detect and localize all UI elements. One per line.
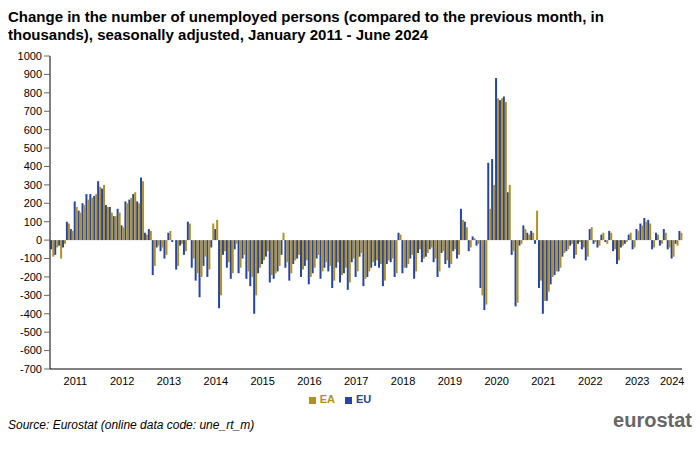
svg-text:900: 900 xyxy=(24,68,42,80)
html-text:EA: EA xyxy=(319,393,335,405)
svg-text:700: 700 xyxy=(24,105,42,117)
svg-text:2022: 2022 xyxy=(578,375,602,387)
svg-text:600: 600 xyxy=(24,124,42,136)
svg-text:2016: 2016 xyxy=(297,375,321,387)
svg-text:2015: 2015 xyxy=(250,375,274,387)
svg-text:2020: 2020 xyxy=(484,375,508,387)
html-text:eurostat: eurostat xyxy=(613,409,692,431)
svg-text:800: 800 xyxy=(24,87,42,99)
svg-text:0: 0 xyxy=(36,234,42,246)
svg-text:1000: 1000 xyxy=(18,50,42,62)
svg-text:200: 200 xyxy=(24,197,42,209)
svg-text:-300: -300 xyxy=(20,289,42,301)
svg-text:2019: 2019 xyxy=(438,375,462,387)
svg-text:300: 300 xyxy=(24,179,42,191)
svg-text:2018: 2018 xyxy=(391,375,415,387)
svg-text:500: 500 xyxy=(24,142,42,154)
svg-text:2011: 2011 xyxy=(64,375,88,387)
svg-text:2021: 2021 xyxy=(531,375,555,387)
html-text:Source: Eurostat (online data: Source: Eurostat (online data code: une_… xyxy=(8,418,255,432)
svg-text:-200: -200 xyxy=(20,271,42,283)
svg-text:2024: 2024 xyxy=(660,375,684,387)
svg-text:-500: -500 xyxy=(20,326,42,338)
svg-text:-100: -100 xyxy=(20,252,42,264)
svg-text:2017: 2017 xyxy=(344,375,368,387)
svg-text:400: 400 xyxy=(24,160,42,172)
svg-text:100: 100 xyxy=(24,216,42,228)
svg-text:2013: 2013 xyxy=(157,375,181,387)
html-text:Change in the number of unempl: Change in the number of unemployed perso… xyxy=(8,8,604,43)
svg-text:2023: 2023 xyxy=(625,375,649,387)
svg-text:-600: -600 xyxy=(20,344,42,356)
svg-text:-700: -700 xyxy=(20,363,42,375)
svg-text:2014: 2014 xyxy=(204,375,228,387)
svg-text:2012: 2012 xyxy=(110,375,134,387)
svg-text:-400: -400 xyxy=(20,308,42,320)
html-text:EU: EU xyxy=(356,393,372,405)
